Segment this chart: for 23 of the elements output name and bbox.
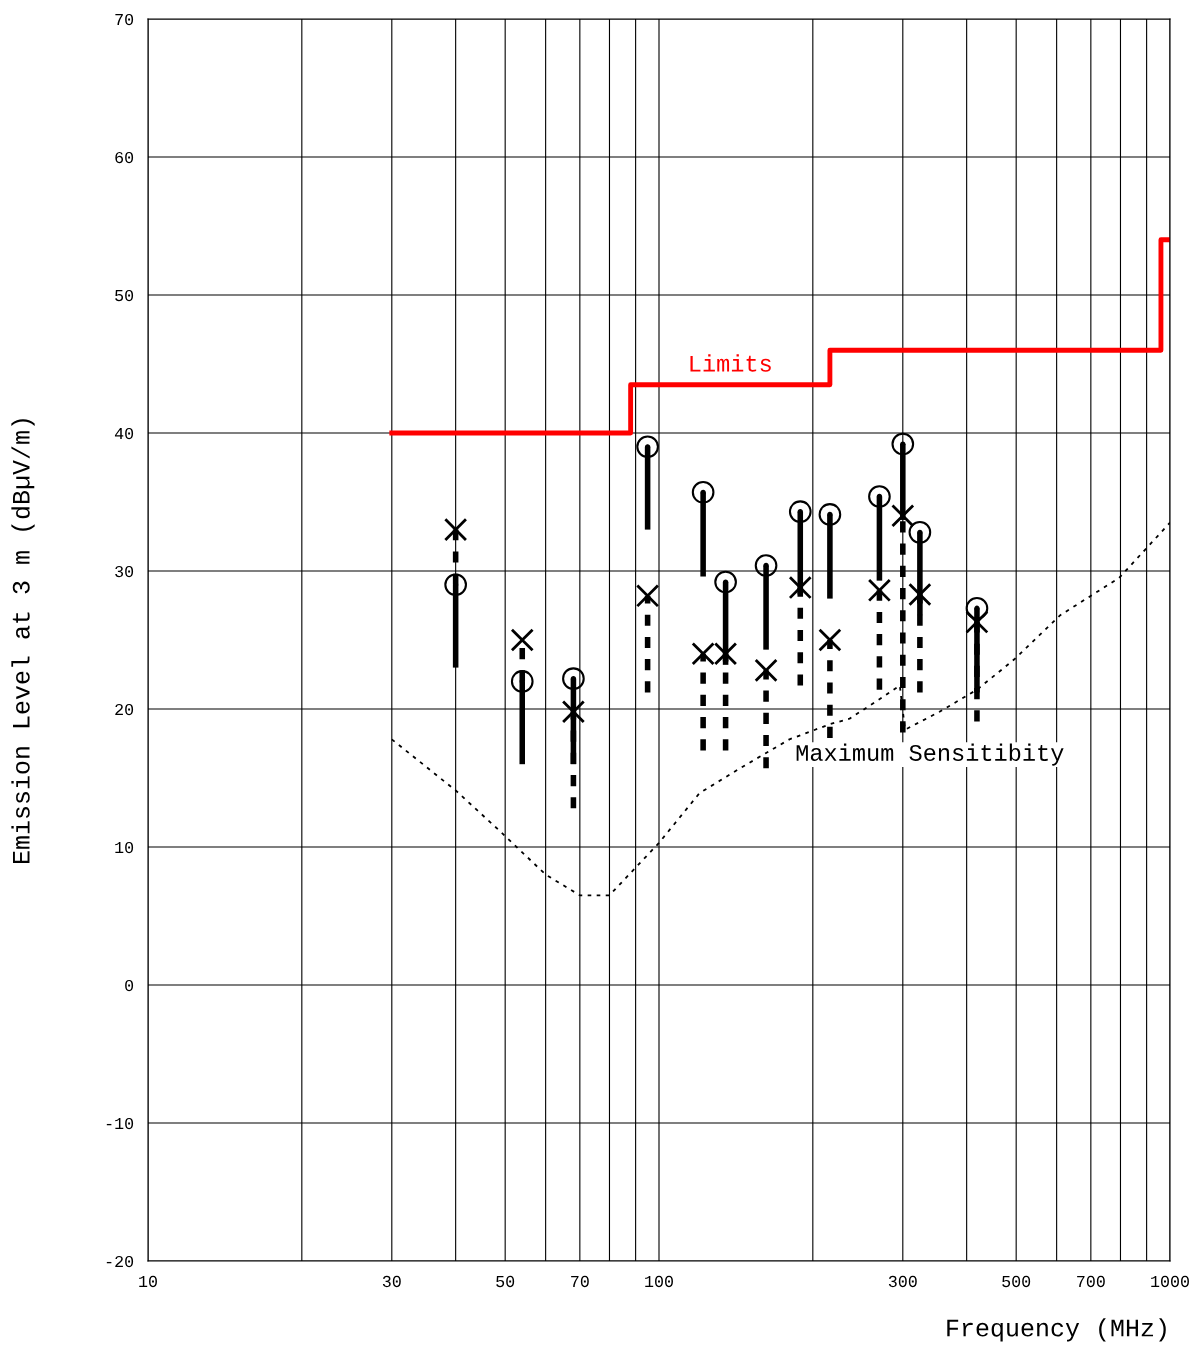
y-tick-label: -10 (106, 1117, 134, 1130)
x-tick-label: 50 (496, 1275, 515, 1288)
x-tick-label: 10 (139, 1275, 157, 1288)
x-tick-label: 300 (888, 1275, 917, 1288)
x-tick-label: 500 (1002, 1275, 1031, 1288)
x-tick-label: 30 (382, 1275, 401, 1288)
y-axis-title: Emission Level at 3 m (dBµV/m) (11, 419, 35, 864)
x-tick-label: 700 (1077, 1275, 1105, 1288)
y-tick-label: 30 (115, 565, 134, 578)
y-tick-label: 70 (115, 13, 134, 26)
x-tick-label: 70 (571, 1275, 589, 1288)
y-tick-label: 20 (115, 703, 134, 716)
series-label: Limits (690, 354, 771, 372)
y-tick-label: 0 (125, 979, 134, 992)
y-tick-label: 60 (115, 151, 134, 164)
y-tick-label: 10 (115, 841, 134, 854)
x-tick-label: 1000 (1151, 1275, 1189, 1288)
y-tick-label: -20 (106, 1255, 134, 1268)
x-axis-title: Frequency (MHz) (947, 1318, 1166, 1342)
y-tick-label: 50 (115, 289, 134, 302)
x-tick-label: 100 (645, 1275, 673, 1288)
y-tick-label: 40 (114, 427, 134, 440)
series-label: Maximum Sensitibity (796, 743, 1064, 766)
